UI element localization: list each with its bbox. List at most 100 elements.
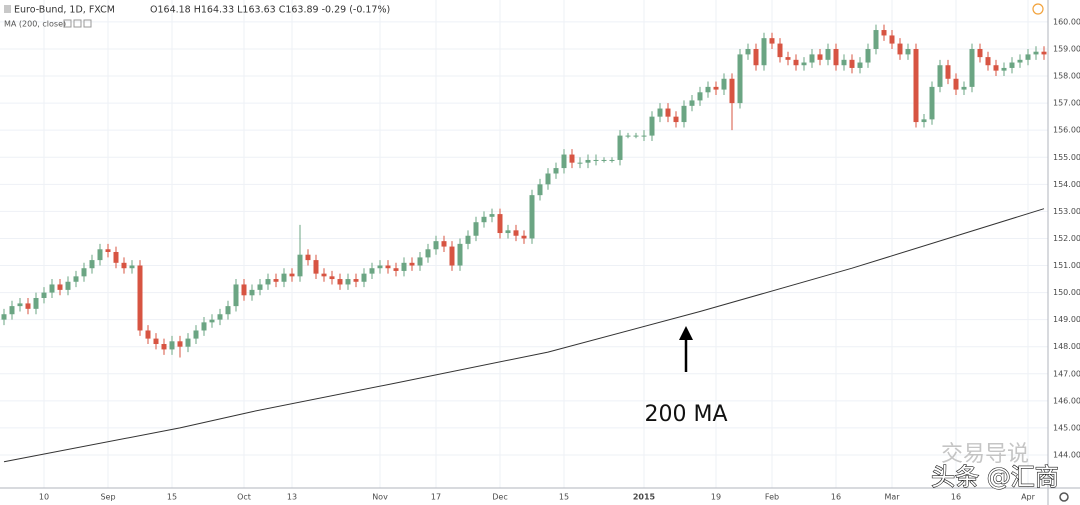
x-tick-label: 13: [287, 493, 297, 502]
y-tick-label: 153.00: [1053, 207, 1080, 216]
x-tick-label: 15: [167, 493, 177, 502]
candle-body: [33, 297, 39, 309]
candle-body: [809, 54, 815, 63]
candle-body: [265, 279, 271, 285]
y-tick-label: 156.00: [1053, 126, 1080, 135]
ma-eye-button[interactable]: [63, 19, 72, 28]
ma-legend[interactable]: MA (200, close): [4, 20, 66, 29]
plot: [1, 24, 1047, 463]
candle-body: [497, 214, 503, 234]
ohlc-label: O164.18 H164.33 L163.63 C163.89 -0.29 (-…: [150, 5, 390, 16]
candle-body: [825, 48, 831, 60]
candle-body: [681, 105, 687, 123]
candle-body: [329, 276, 335, 280]
candle-body: [257, 284, 263, 290]
y-tick-label: 146.00: [1053, 396, 1080, 405]
candle-body: [185, 338, 191, 347]
candle-body: [929, 86, 935, 120]
candle-body: [465, 235, 471, 244]
candle-body: [921, 119, 927, 123]
y-tick-label: 159.00: [1053, 44, 1080, 53]
ma-close-button[interactable]: [83, 19, 92, 28]
candle-body: [945, 65, 951, 79]
candle-body: [393, 268, 399, 271]
candle-body: [817, 54, 823, 60]
candle-body: [897, 43, 903, 55]
candle-body: [601, 159, 607, 161]
candle-body: [249, 289, 255, 296]
candle-body: [705, 86, 711, 93]
candle-body: [745, 48, 751, 55]
candle-body: [73, 276, 79, 282]
ma-line: [3, 208, 1045, 463]
candle-body: [97, 249, 103, 261]
ma-settings-button[interactable]: [73, 19, 82, 28]
candle-body: [105, 249, 111, 252]
alert-icon[interactable]: [1032, 3, 1044, 15]
x-tick-label: 10: [39, 493, 49, 502]
candle-body: [769, 38, 775, 44]
x-tick-label: Sep: [100, 493, 115, 502]
candle-body: [585, 159, 591, 163]
candle-body: [481, 216, 487, 223]
candle-body: [169, 341, 175, 350]
candle-body: [41, 292, 47, 298]
candle-body: [537, 184, 543, 196]
candle-body: [145, 330, 151, 339]
y-tick-label: 155.00: [1053, 153, 1080, 162]
candle-body: [841, 59, 847, 66]
candle-body: [649, 116, 655, 136]
candle-body: [297, 254, 303, 277]
candle-body: [721, 78, 727, 90]
candle-body: [849, 59, 855, 68]
symbol-title[interactable]: Euro-Bund, 1D, FXCM: [14, 5, 115, 16]
settings-gear[interactable]: [1059, 492, 1069, 502]
x-tick-label: Mar: [884, 493, 900, 502]
candle-body: [1017, 59, 1023, 63]
candle-body: [1001, 67, 1007, 71]
candle-body: [201, 322, 207, 331]
y-tick-label: 160.00: [1053, 17, 1080, 26]
candle-body: [409, 262, 415, 266]
candle-body: [273, 279, 279, 282]
candle-body: [281, 273, 287, 282]
x-tick-label: 17: [431, 493, 441, 502]
y-tick-label: 149.00: [1053, 315, 1080, 324]
candle-body: [505, 230, 511, 234]
candle-body: [553, 168, 559, 174]
x-tick-label: 16: [951, 493, 961, 502]
candle-body: [193, 330, 199, 339]
y-tick-label: 148.00: [1053, 342, 1080, 351]
candle-body: [753, 48, 759, 66]
candle-body: [65, 281, 71, 290]
annotation: 200 MA: [644, 402, 727, 427]
ma-legend-buttons: [63, 19, 92, 28]
candle-body: [913, 48, 919, 123]
candle-body: [569, 154, 575, 163]
candle-body: [889, 35, 895, 44]
watermark-top: 交易导说: [941, 442, 1029, 467]
candle-body: [633, 135, 639, 137]
candle-body: [977, 48, 983, 58]
candle-body: [369, 268, 375, 274]
candle-body: [345, 279, 351, 285]
candle-body: [401, 262, 407, 271]
candle-body: [873, 30, 879, 49]
candle-body: [209, 319, 215, 323]
y-tick-label: 144.00: [1053, 450, 1080, 459]
candle-body: [113, 251, 119, 263]
y-tick-label: 157.00: [1053, 99, 1080, 108]
candle-body: [865, 48, 871, 63]
candle-body: [777, 43, 783, 58]
x-tick-label: Apr: [1021, 493, 1036, 502]
y-tick-label: 150.00: [1053, 288, 1080, 297]
x-tick-label: 16: [831, 493, 841, 502]
candle-body: [377, 265, 383, 269]
symbol-icon: [4, 5, 11, 13]
y-tick-label: 154.00: [1053, 180, 1080, 189]
y-tick-label: 145.00: [1053, 423, 1080, 432]
candle-body: [161, 344, 167, 350]
candle-body: [425, 249, 431, 258]
